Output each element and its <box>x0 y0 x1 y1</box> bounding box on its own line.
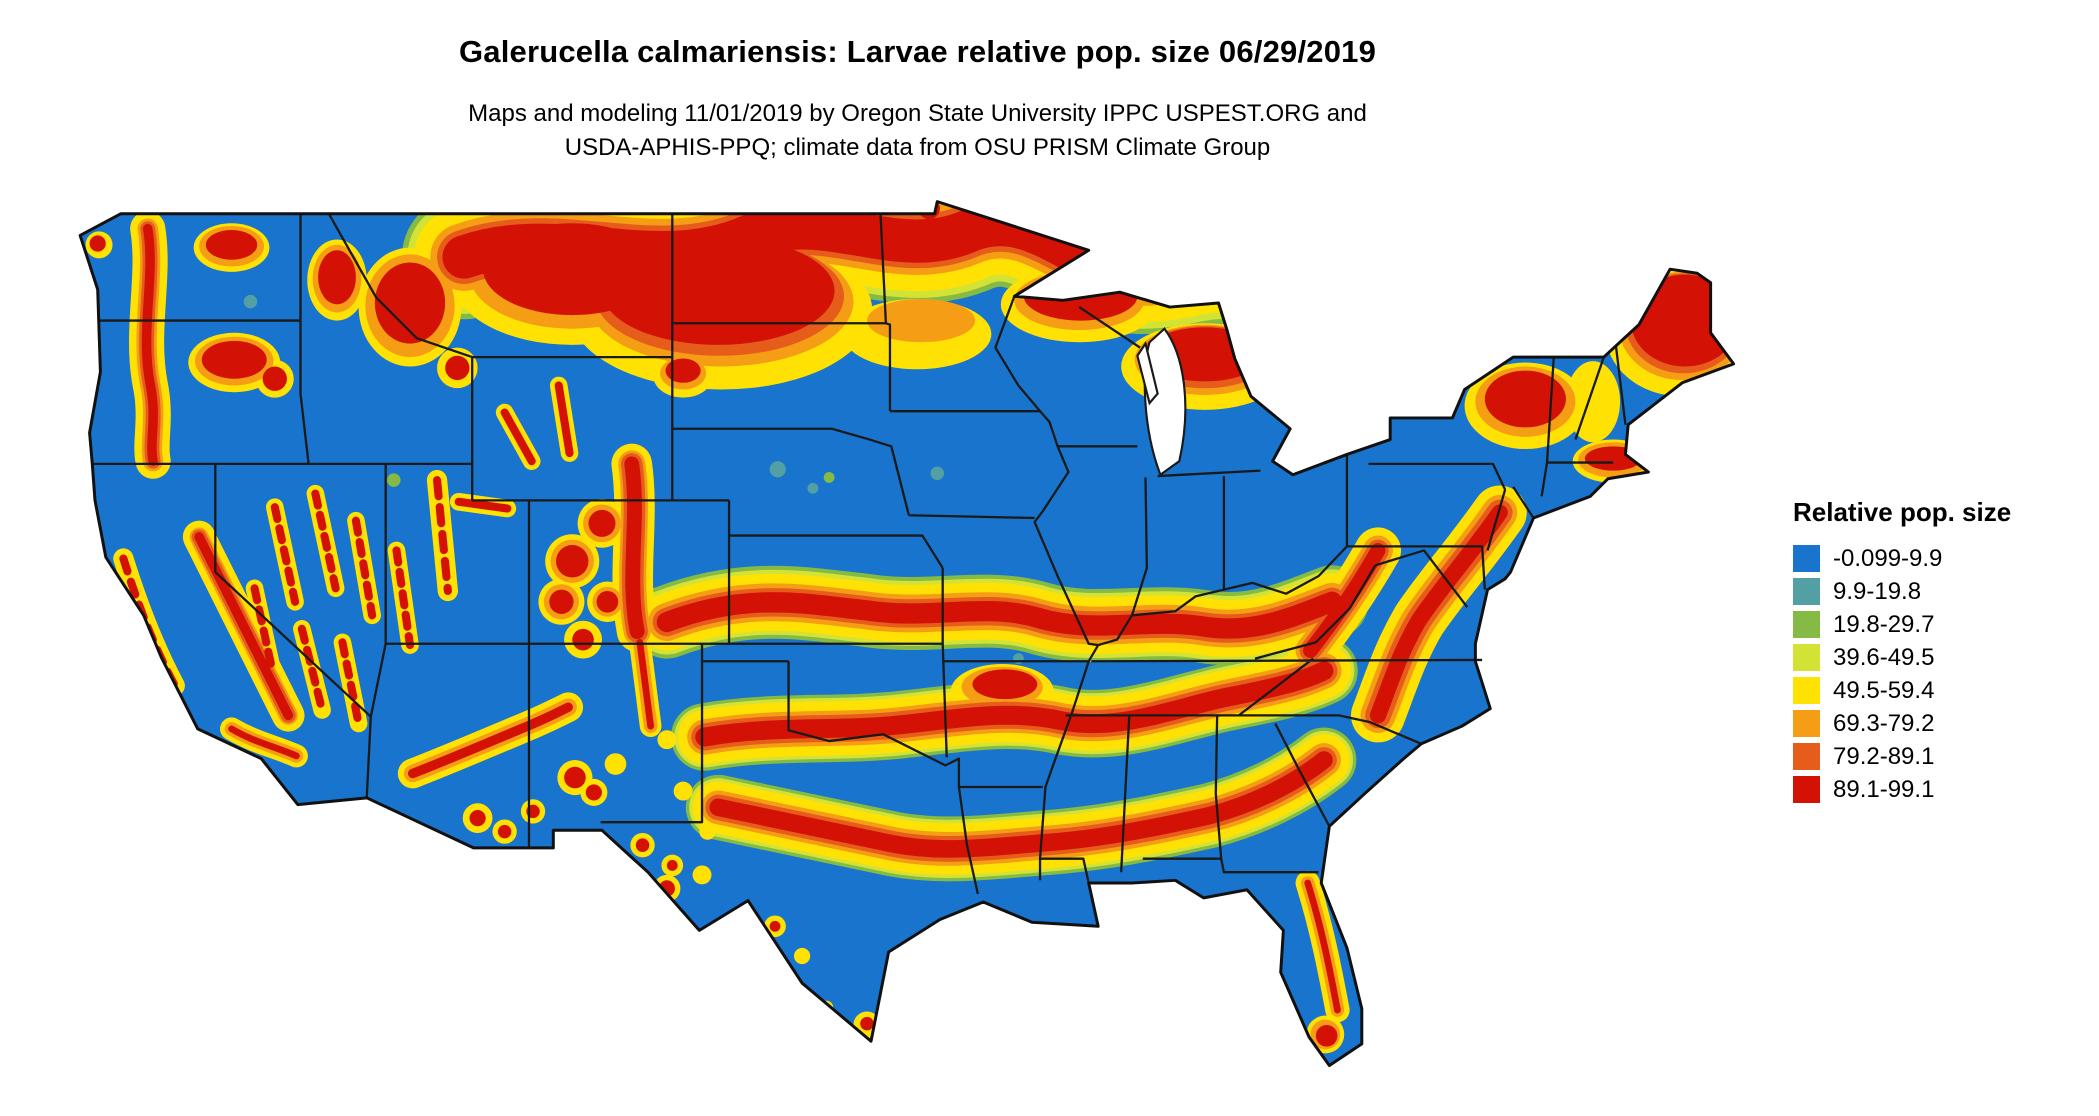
legend-item-label: 89.1-99.1 <box>1833 775 1935 803</box>
legend-item-label: 39.6-49.5 <box>1833 643 1935 671</box>
great-lakes <box>1136 327 1187 477</box>
legend-color-swatch <box>1793 743 1820 770</box>
legend-item: -0.099-9.9 <box>1793 542 2011 575</box>
map-subtitle-line2: USDA-APHIS-PPQ; climate data from OSU PR… <box>564 133 1271 161</box>
us-outline <box>78 200 1736 1068</box>
legend-item: 9.9-19.8 <box>1793 575 2011 608</box>
legend-item: 19.8-29.7 <box>1793 608 2011 641</box>
legend-item-label: 69.3-79.2 <box>1833 709 1935 737</box>
green-bay <box>1136 340 1159 406</box>
us-map-canvas <box>78 200 1736 1068</box>
legend-title: Relative pop. size <box>1793 497 2012 527</box>
legend-color-swatch <box>1793 710 1820 737</box>
legend-item: 79.2-89.1 <box>1793 740 2011 773</box>
map-subtitle: Maps and modeling 11/01/2019 by Oregon S… <box>75 97 1760 164</box>
us-map <box>72 196 1762 1109</box>
map-header: Galerucella calmariensis: Larvae relativ… <box>75 34 1760 164</box>
legend-color-swatch <box>1793 776 1820 803</box>
legend-color-swatch <box>1793 611 1820 638</box>
legend-item: 49.5-59.4 <box>1793 674 2011 707</box>
legend-item-label: 9.9-19.8 <box>1833 577 1922 605</box>
legend-item: 69.3-79.2 <box>1793 707 2011 740</box>
legend-item: 89.1-99.1 <box>1793 773 2011 806</box>
map-subtitle-line1: Maps and modeling 11/01/2019 by Oregon S… <box>468 100 1367 127</box>
legend-color-swatch <box>1793 677 1820 704</box>
legend-item-label: -0.099-9.9 <box>1833 544 1943 572</box>
legend-item-label: 19.8-29.7 <box>1833 610 1935 638</box>
map-title: Galerucella calmariensis: Larvae relativ… <box>458 34 1377 69</box>
legend-item-label: 49.5-59.4 <box>1833 676 1935 704</box>
legend-color-swatch <box>1793 644 1820 671</box>
legend-item-label: 79.2-89.1 <box>1833 742 1935 770</box>
legend-color-swatch <box>1793 578 1820 605</box>
legend-color-swatch <box>1793 545 1820 572</box>
legend-item: 39.6-49.5 <box>1793 641 2011 674</box>
state-borders <box>92 213 1627 895</box>
legend-panel: Relative pop. size -0.099-9.9 9.9-19.8 1… <box>1793 497 2011 806</box>
